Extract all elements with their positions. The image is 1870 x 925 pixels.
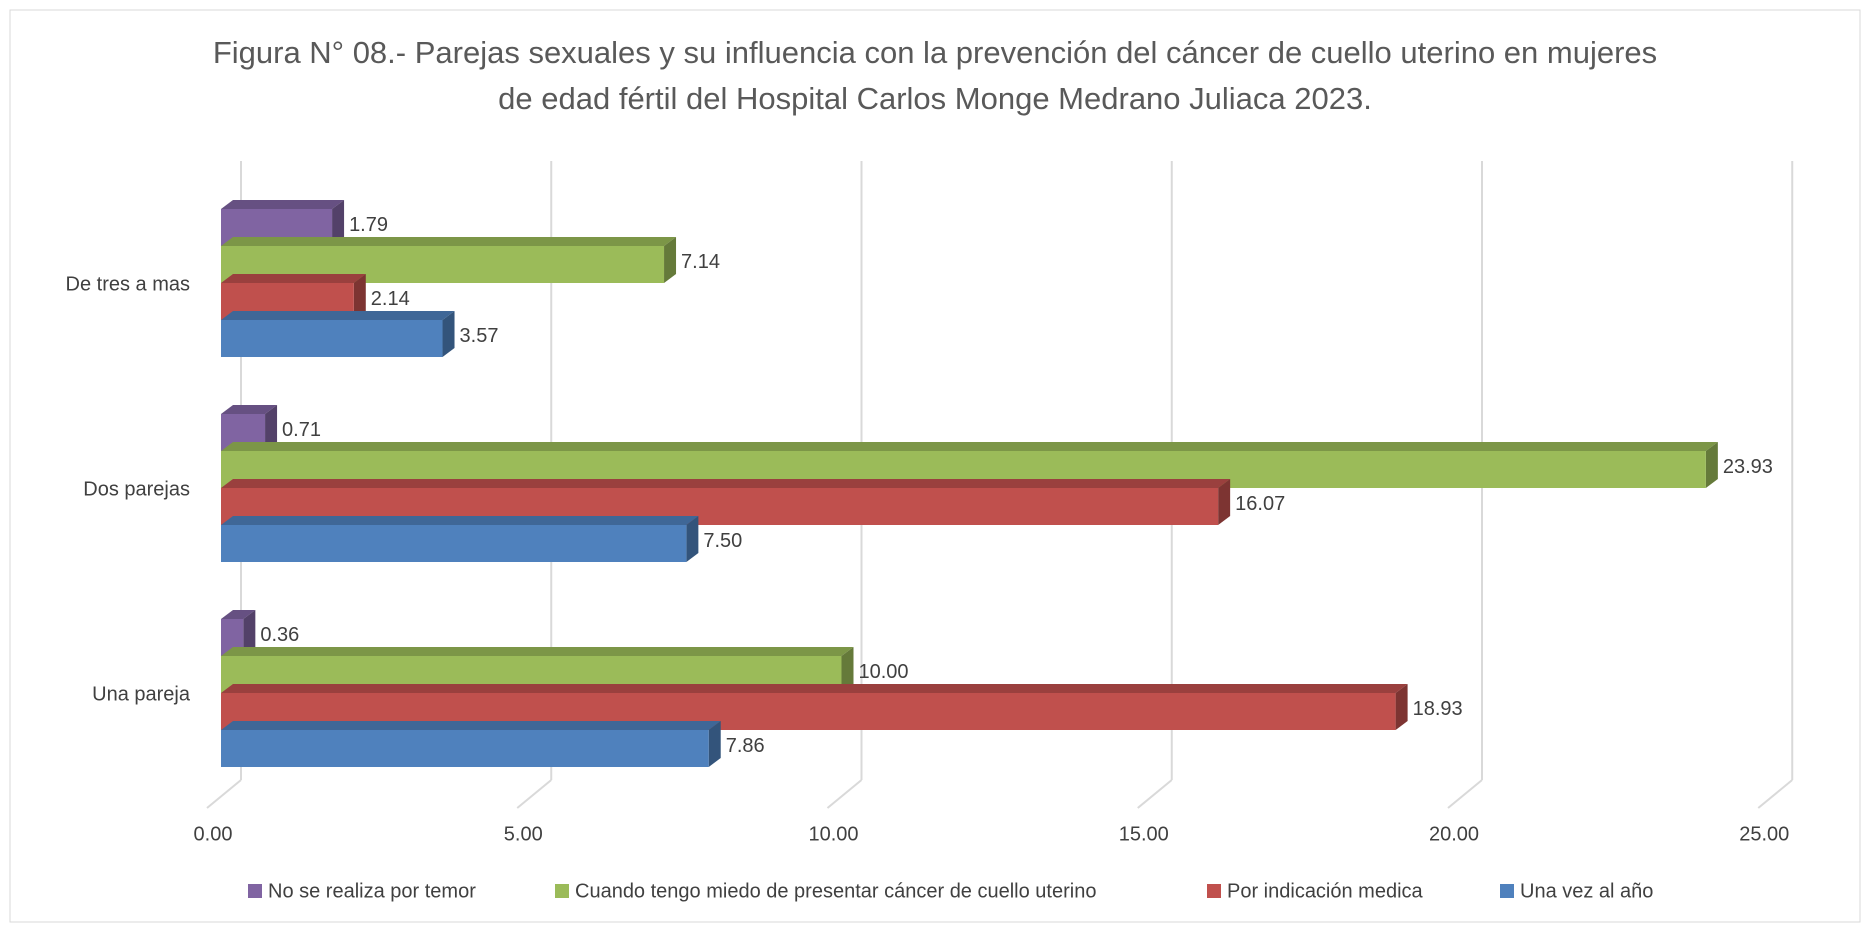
data-label: 16.07 — [1235, 493, 1285, 515]
grid-floor-line — [1447, 779, 1483, 809]
grid-floor-line — [1137, 779, 1173, 809]
bar-side — [708, 721, 721, 767]
y-tick-label: De tres a mas — [66, 273, 190, 295]
bar-side — [664, 237, 677, 283]
data-label: 1.79 — [349, 214, 388, 236]
legend-swatch — [1207, 884, 1221, 898]
data-label: 2.14 — [371, 288, 410, 310]
bar — [221, 619, 244, 656]
legend-label: No se realiza por temor — [268, 880, 476, 902]
grid-floor-line — [516, 779, 552, 809]
bar-top — [221, 274, 366, 283]
chart-border — [9, 9, 1861, 923]
data-label: 7.50 — [703, 530, 742, 552]
legend-swatch — [248, 884, 262, 898]
legend-label: Cuando tengo miedo de presentar cáncer d… — [575, 880, 1096, 902]
data-label: 0.36 — [260, 624, 299, 646]
bar-side — [243, 610, 256, 656]
bar-top — [221, 237, 677, 246]
data-label: 7.86 — [726, 735, 765, 757]
grid-floor-line — [826, 779, 863, 809]
bar-top — [221, 516, 699, 525]
data-label: 18.93 — [1413, 698, 1463, 720]
bar-side — [1705, 442, 1718, 488]
legend-label: Por indicación medica — [1227, 880, 1424, 902]
x-tick-label: 0.00 — [194, 823, 233, 845]
bar — [221, 320, 443, 357]
bar-top — [221, 684, 1408, 693]
y-tick-label: Una pareja — [92, 683, 191, 705]
bar — [221, 525, 687, 562]
bar-side — [442, 311, 455, 357]
bar-side — [332, 200, 345, 246]
bar-side — [841, 647, 854, 693]
bar-side — [265, 405, 278, 451]
data-label: 7.14 — [681, 251, 720, 273]
bar-top — [221, 405, 278, 414]
data-label: 0.71 — [282, 419, 321, 441]
bar-side — [353, 274, 366, 320]
grid-floor-line — [1757, 779, 1793, 809]
legend-swatch — [555, 884, 569, 898]
chart-title: Figura N° 08.- Parejas sexuales y su inf… — [212, 35, 1658, 116]
bar-top — [221, 610, 256, 619]
x-tick-label: 25.00 — [1739, 823, 1789, 845]
bar-side — [1395, 684, 1408, 730]
y-tick-label: Dos parejas — [83, 478, 190, 500]
bar-top — [221, 442, 1718, 451]
bar-top — [221, 200, 345, 209]
x-tick-label: 20.00 — [1429, 823, 1479, 845]
bar-top — [221, 479, 1231, 488]
x-tick-label: 10.00 — [808, 823, 858, 845]
bar-top — [221, 647, 854, 656]
legend-label: Una vez al año — [1520, 880, 1653, 902]
bar — [221, 730, 709, 767]
legend-swatch — [1500, 884, 1514, 898]
bar-side — [686, 516, 699, 562]
bar-side — [1218, 479, 1231, 525]
bar-top — [221, 721, 721, 730]
x-tick-label: 5.00 — [504, 823, 543, 845]
data-label: 3.57 — [460, 325, 499, 347]
bar-top — [221, 311, 455, 320]
x-tick-label: 15.00 — [1119, 823, 1169, 845]
data-label: 23.93 — [1723, 456, 1773, 478]
grid-floor-line — [206, 779, 242, 809]
data-label: 10.00 — [859, 661, 909, 683]
